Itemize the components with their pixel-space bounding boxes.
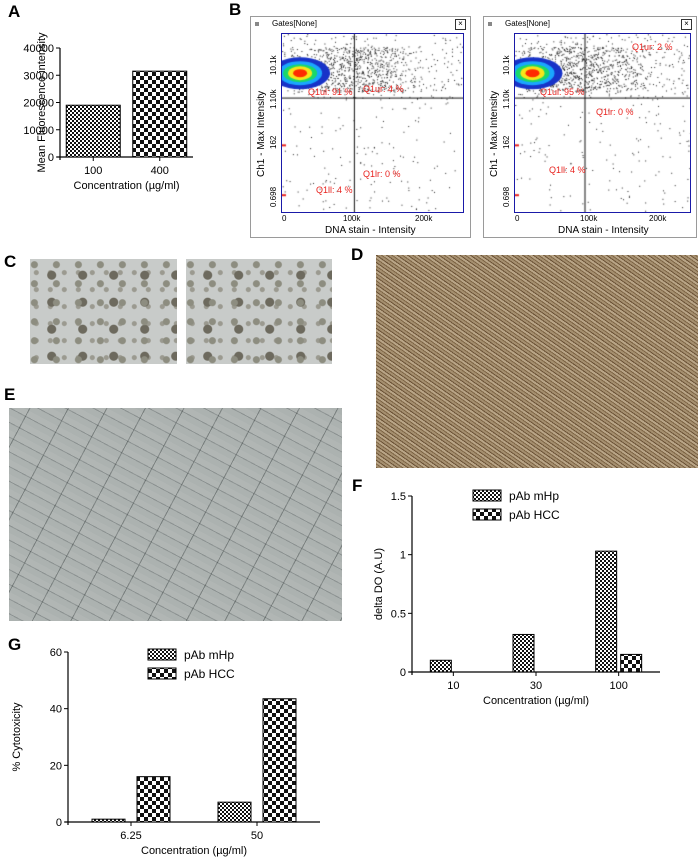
bar [429, 659, 452, 673]
panel-marker [488, 22, 492, 26]
panel-label-d: D [351, 245, 364, 264]
quadrant-lr-label: Q1lr: 0 % [596, 107, 634, 117]
quadrant-lr-label: Q1lr: 0 % [363, 169, 401, 179]
legend-label: pAb HCC [184, 667, 235, 681]
y-axis-title: Mean Fluorescence intensity [36, 32, 48, 173]
chart-f: 0 0.5 1 1.5 10 30 100 Concentration (µg/ml) delt… [373, 489, 660, 707]
scatter-density-2 [515, 34, 690, 212]
x-axis-title: Concentration (µg/ml) [74, 180, 180, 192]
quadrant-ur-label: Q1ur: 2 % [632, 42, 673, 52]
quadrant-ll-label: Q1ll: 4 % [316, 185, 353, 195]
y-axis-title: % Cytotoxicity [11, 702, 23, 772]
panel-label-c: C [4, 252, 17, 271]
y-tick: 0.698 [269, 186, 278, 207]
bar [132, 70, 188, 158]
panel-marker [255, 22, 259, 26]
micrograph-e [9, 408, 342, 621]
x-tick-label: 400 [151, 165, 169, 177]
quadrant-ul-label: Q1ul: 95 % [540, 87, 585, 97]
x-axis-title: DNA stain - Intensity [558, 225, 649, 236]
y-tick-label: 0 [48, 152, 54, 164]
y-tick-label: 0 [400, 667, 406, 679]
bar [595, 550, 618, 673]
y-tick-label: 30000 [23, 70, 54, 82]
x-axis-title: Concentration (µg/ml) [483, 695, 589, 707]
quadrant-ul-label: Q1ul: 91 % [308, 87, 353, 97]
panel-label-b: B [229, 0, 242, 19]
y-tick: 1.10k [269, 89, 278, 109]
y-tick: 10.1k [269, 55, 278, 75]
quadrant-ur-label: Q1ur: 4 % [363, 84, 404, 94]
bar [512, 633, 535, 673]
x-tick: 0 [282, 214, 287, 223]
bar [262, 698, 297, 823]
scatter-plot-1 [281, 33, 464, 213]
x-tick-label: 100 [84, 165, 102, 177]
y-tick-label: 20000 [23, 98, 54, 110]
y-axis-title: Ch1 - Max Intensity [489, 90, 500, 177]
panel-label-f: F [352, 476, 363, 495]
x-tick: 200k [649, 214, 667, 223]
legend-swatch [147, 667, 177, 680]
y-tick: 0.698 [502, 186, 511, 207]
quadrant-ll-label: Q1ll: 4 % [549, 165, 586, 175]
x-tick-label: 10 [447, 680, 459, 692]
bar [620, 653, 643, 673]
y-axis-title: delta DO (A.U) [373, 548, 385, 620]
x-tick-label: 50 [251, 830, 263, 842]
bar [65, 104, 121, 158]
y-tick-label: 10000 [23, 125, 54, 137]
x-tick-label: 6.25 [120, 830, 141, 842]
gates-label: Gates[None] [505, 19, 550, 28]
x-tick: 100k [580, 214, 598, 223]
y-tick-label: 1.5 [391, 491, 406, 503]
y-tick: 1.10k [502, 89, 511, 109]
y-tick-label: 60 [50, 647, 62, 659]
bar [91, 818, 126, 823]
x-tick-label: 30 [530, 680, 542, 692]
micrograph-d [376, 255, 698, 468]
legend-swatch [147, 648, 177, 661]
legend-label: pAb mHp [509, 489, 559, 503]
y-tick: 10.1k [502, 55, 511, 75]
x-tick: 0 [515, 214, 520, 223]
panel-label-g: G [8, 635, 22, 654]
micrograph-c-left [30, 259, 177, 364]
x-tick: 100k [343, 214, 361, 223]
scatter-density-1 [282, 34, 463, 212]
bar [217, 801, 252, 823]
y-tick-label: 40 [50, 704, 62, 716]
flow-panel-1: Gates[None] × Q1ul: 91 % Q1ur: 4 % Q1lr:… [250, 16, 471, 238]
close-icon[interactable]: × [681, 19, 692, 30]
legend-label: pAb mHp [184, 648, 234, 662]
y-tick: 162 [269, 135, 278, 149]
legend-swatch [472, 508, 502, 521]
close-icon[interactable]: × [455, 19, 466, 30]
panel-label-e: E [4, 385, 16, 404]
x-axis-title: DNA stain - Intensity [325, 225, 416, 236]
chart-g: 0 20 40 60 6.25 50 Concentration (µg/ml) % Cyto… [11, 647, 320, 857]
x-tick-label: 100 [609, 680, 627, 692]
gates-label: Gates[None] [272, 19, 317, 28]
legend-swatch [472, 489, 502, 502]
y-tick: 162 [502, 135, 511, 149]
chart-a: 0 10000 20000 30000 40000 100 400 Concentration… [23, 32, 193, 192]
legend-label: pAb HCC [509, 508, 560, 522]
micrograph-c-right [186, 259, 332, 364]
scatter-plot-2 [514, 33, 691, 213]
y-tick-label: 0 [56, 817, 62, 829]
panel-label-a: A [8, 2, 21, 21]
y-tick-label: 40000 [23, 43, 54, 55]
y-tick-label: 20 [50, 760, 62, 772]
x-axis-title: Concentration (µg/ml) [141, 845, 247, 857]
y-tick-label: 0.5 [391, 608, 406, 620]
y-tick-label: 1 [400, 550, 406, 562]
y-axis-title: Ch1 - Max Intensity [256, 90, 267, 177]
bar [136, 776, 171, 823]
x-tick: 200k [415, 214, 433, 223]
flow-panel-2: Gates[None] × Q1ul: 95 % Q1ur: 2 % Q1lr:… [483, 16, 697, 238]
